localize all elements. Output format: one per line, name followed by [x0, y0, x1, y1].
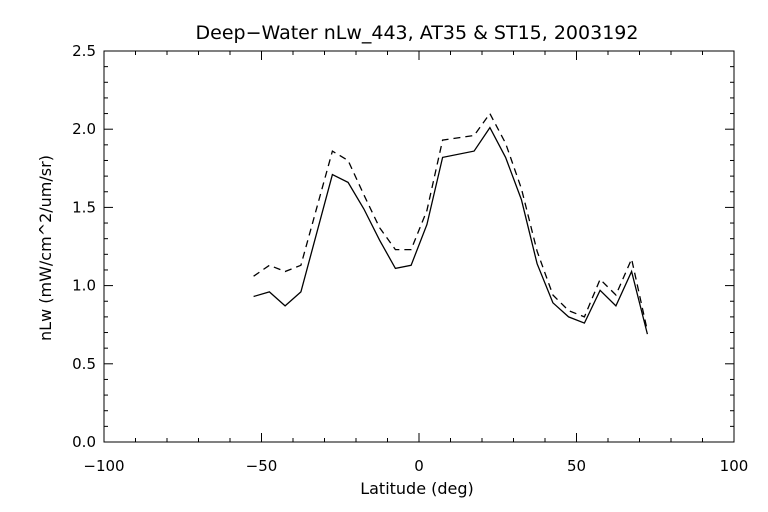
y-tick-label: 0.0: [72, 433, 96, 451]
y-axis-label: nLw (mW/cm^2/um/sr): [36, 155, 55, 341]
y-tick-label: 1.0: [72, 277, 96, 295]
series-layer: [253, 112, 649, 335]
x-tick-label: −50: [246, 457, 278, 475]
y-tick-label: 0.5: [72, 355, 96, 373]
x-axis-ticks: −100 −50 0 50 100: [83, 51, 748, 475]
x-axis-label: Latitude (deg): [360, 479, 474, 498]
solid-series-line: [253, 126, 649, 335]
x-tick-label: 50: [567, 457, 586, 475]
x-tick-label: 0: [414, 457, 424, 475]
x-tick-label: 100: [720, 457, 749, 475]
y-tick-label: 2.5: [72, 42, 96, 60]
dashed-series-line: [253, 112, 649, 332]
chart-title: Deep−Water nLw_443, AT35 & ST15, 2003192: [196, 22, 639, 44]
x-tick-label: −100: [83, 457, 124, 475]
y-tick-label: 1.5: [72, 198, 96, 216]
y-tick-label: 2.0: [72, 120, 96, 138]
y-axis-ticks: 0.0 0.5 1.0 1.5 2.0 2.5: [72, 42, 734, 451]
